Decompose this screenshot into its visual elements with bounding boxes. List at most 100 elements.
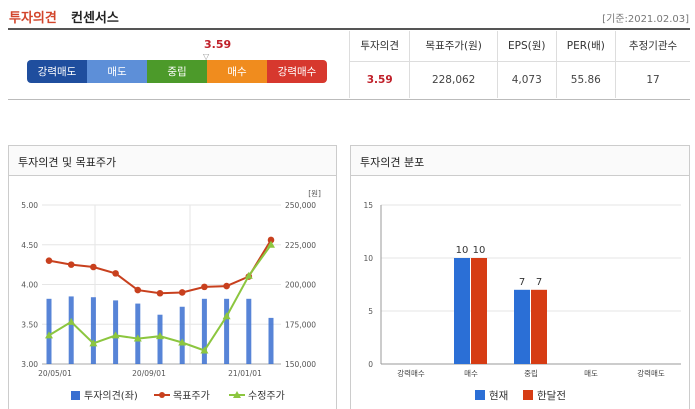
y-tick-label: 0 [368,360,373,369]
y-left-tick-label: 3.50 [21,320,38,329]
adjusted-price-point [200,346,209,354]
table-row: 3.59 228,062 4,073 55.86 17 [348,61,690,98]
table-cell-target-price: 228,062 [409,61,498,98]
adjusted-price-point [267,240,275,248]
opinion-bar [90,297,96,364]
distribution-bar [454,258,470,364]
y-left-tick-label: 4.00 [21,281,38,290]
table-header-cell: PER(배) [555,31,616,62]
y-right-tick-label: 250,000 [285,201,316,210]
table-header-row: 투자의견 목표주가(원) EPS(원) PER(배) 추정기관수 [348,31,690,62]
opinion-bar [224,298,230,364]
legend-swatch-opinion [71,391,80,400]
opinion-bar [157,314,163,364]
legend-label: 한달전 [537,390,566,402]
adjusted-price-point [89,339,98,347]
x-tick-label: 강력매도 [637,368,665,378]
legend-swatch-current [475,390,485,400]
target-price-point [201,283,208,291]
adjusted-price-point [156,332,164,340]
opinion-bar [246,298,252,364]
table-cell-institutions: 17 [615,61,690,98]
target-price-point [178,289,186,296]
panel-title: 투자의견 분포 [351,146,689,176]
distribution-bar [514,289,530,364]
header-divider [8,28,690,30]
target-price-point [223,282,230,290]
target-price-point [267,236,275,244]
adjusted-price-point [133,334,142,342]
rating-segment-neutral: 중립 [147,60,207,83]
legend-swatch-month-ago [523,390,533,400]
x-tick-label: 20/09/01 [132,369,166,378]
adjusted-price-point [111,331,120,339]
y-tick-label: 15 [363,201,373,210]
rating-segment-sell: 매도 [87,60,147,83]
page-title-main: 투자의견 [9,11,57,26]
legend-swatch-target-price [159,392,165,398]
legend-swatch-adjusted-price [233,391,241,398]
adjusted-price-point [244,271,253,279]
legend-label: 목표주가 [173,390,210,402]
opinion-target-price-chart: 5.00 250,000 4.50 225,000 4.00 200,000 3.50 175… [21,189,321,402]
x-tick-label: 중립 [524,369,538,378]
opinion-bar [268,317,274,364]
table-cell-eps: 4,073 [496,61,557,98]
rating-marker-value: 3.59 [204,38,232,51]
adjusted-price-point [178,338,187,346]
bar-value-label: 7 [536,277,542,288]
adjusted-price-point [67,317,76,325]
y-left-tick-label: 4.50 [21,241,38,250]
adjusted-price-point [45,331,53,339]
y-right-tick-label: 150,000 [285,360,316,369]
rating-segment-strong-sell: 강력매도 [27,60,87,83]
target-price-point [45,257,53,264]
bar-value-label: 10 [456,245,469,256]
x-tick-label: 강력매수 [397,368,425,378]
table-cell-per: 55.86 [555,61,616,98]
section-divider [8,99,690,100]
legend-label: 수정주가 [248,390,285,402]
opinion-bar [201,298,207,364]
target-price-point [134,286,142,294]
distribution-bar [471,258,487,364]
rating-segment-buy: 매수 [207,60,267,83]
x-tick-label: 21/01/01 [228,369,262,378]
y-left-tick-label: 5.00 [21,201,38,210]
y-left-tick-label: 3.00 [21,360,38,369]
base-date: [기준:2021.02.03] [602,14,689,25]
table-header-cell: 목표주가(원) [409,31,498,62]
table-cell-opinion: 3.59 [348,61,410,98]
opinion-distribution-panel: 투자의견 분포 15 10 5 0 강력매수 매수 10 10 중립 7 7 매도 강력매도 현재 한달전 [350,145,690,409]
rating-segment-strong-buy: 강력매수 [267,60,327,83]
x-tick-label: 매도 [584,369,598,378]
legend-label: 현재 [489,390,508,402]
page-title-sub: 컨센서스 [71,11,119,26]
panel-title: 투자의견 및 목표주가 [9,146,336,176]
opinion-target-price-panel: 투자의견 및 목표주가 5.00 250,000 4.50 225,000 4.00 20… [8,145,337,409]
distribution-bar [531,289,547,364]
y-right-tick-label: 225,000 [285,241,316,250]
opinion-bar [68,296,74,364]
target-price-point [156,289,164,297]
target-price-point [67,261,75,268]
table-header-cell: 투자의견 [348,31,410,62]
table-header-cell: EPS(원) [496,31,557,62]
table-header-cell: 추정기관수 [615,31,690,62]
target-price-point [112,270,119,277]
legend-label: 투자의견(좌) [84,390,138,402]
bar-value-label: 10 [473,245,486,256]
unit-label: [원] [308,189,321,198]
target-price-line [48,239,272,295]
adjusted-price-point [222,312,231,320]
target-price-point [90,263,97,271]
y-tick-label: 5 [368,307,373,316]
x-tick-label: 매수 [464,369,478,378]
x-tick-label: 20/05/01 [38,369,72,378]
y-right-tick-label: 200,000 [285,281,316,290]
bar-value-label: 7 [519,277,525,288]
opinion-bar [135,303,141,364]
opinion-bar [179,306,185,364]
rating-marker-arrow-icon: ▽ [203,52,210,61]
